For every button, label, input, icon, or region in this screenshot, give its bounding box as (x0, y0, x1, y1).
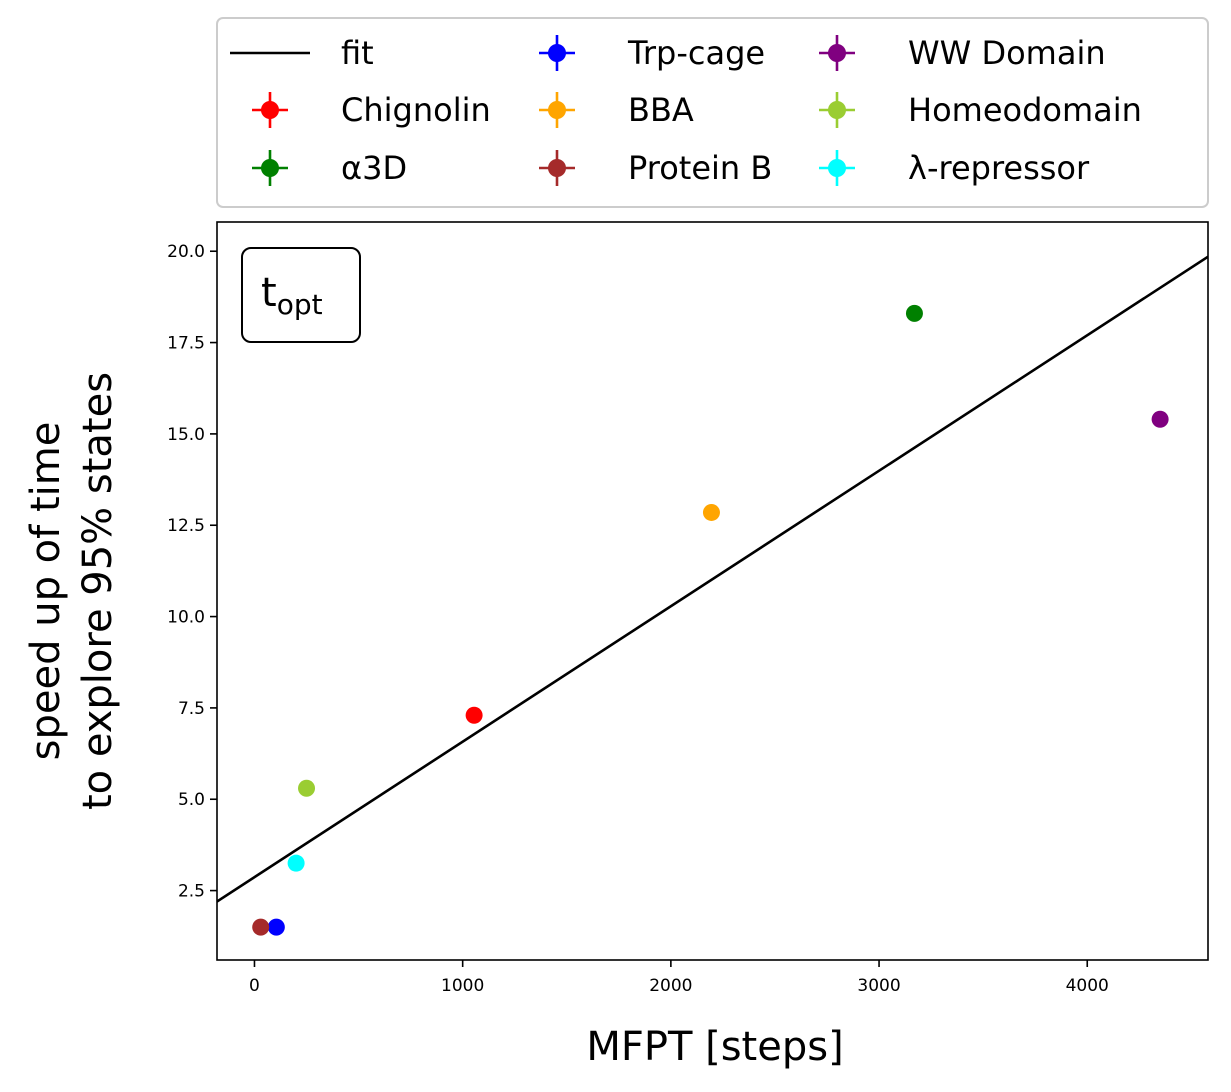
x-tick-label: 1000 (441, 976, 484, 996)
data-point (702, 503, 720, 521)
legend-frame (216, 17, 1209, 208)
x-tick-label: 3000 (857, 976, 900, 996)
y-tick-label: 17.5 (167, 334, 205, 354)
data-point (252, 918, 270, 936)
y-tick-label: 20.0 (167, 242, 205, 262)
y-tick-label: 12.5 (167, 516, 205, 536)
fit-line (217, 255, 1208, 903)
y-tick-label: 10.0 (167, 608, 205, 628)
legend-item: α3D (252, 149, 407, 187)
x-tick-label: 2000 (649, 976, 692, 996)
legend-label: Protein B (628, 149, 772, 187)
legend-item: fit (230, 34, 374, 72)
y-tick-label: 5.0 (178, 790, 205, 810)
legend-label: BBA (628, 91, 694, 129)
annotation-frame (241, 247, 361, 343)
x-axis: 0 1000 2000 3000 4000 (249, 960, 1109, 996)
legend-item: λ-repressor (819, 149, 1090, 187)
x-tick-label: 4000 (1066, 976, 1109, 996)
y-axis-label: speed up of time to explore 95% states (23, 372, 121, 810)
legend-label: Homeodomain (908, 91, 1142, 129)
legend-label: α3D (341, 149, 407, 187)
legend-label: WW Domain (908, 34, 1106, 72)
legend-marker-icon (261, 159, 279, 177)
y-axis-label-line-1: speed up of time (23, 422, 69, 761)
legend-label: λ-repressor (908, 149, 1090, 187)
legend-item: Protein B (539, 149, 772, 187)
plot-frame (216, 221, 1209, 961)
data-point (905, 304, 923, 322)
x-axis-label: MFPT [steps] (586, 1024, 843, 1070)
legend-marker-icon (828, 44, 846, 62)
data-point (267, 918, 285, 936)
legend-marker-icon (828, 101, 846, 119)
legend-item: WW Domain (819, 34, 1106, 72)
legend-item: BBA (539, 91, 694, 129)
y-tick-label: 2.5 (178, 882, 205, 902)
x-tick-label: 0 (249, 976, 260, 996)
legend-label: fit (341, 34, 374, 72)
annotation-label: topt (261, 270, 323, 321)
plot-area: 0 1000 2000 3000 4000 2.5 5.0 7.5 10.0 12.5 15.0 1… (167, 221, 1209, 996)
legend-marker-icon (828, 159, 846, 177)
y-axis: 2.5 5.0 7.5 10.0 12.5 15.0 17.5 20.0 (167, 242, 217, 902)
data-point (287, 854, 305, 872)
legend: fit Chignolin α3D Trp-cage BBA Protein B WW Do… (216, 17, 1209, 208)
y-tick-label: 7.5 (178, 699, 205, 719)
legend-item: Chignolin (252, 91, 491, 129)
legend-item: Trp-cage (539, 34, 765, 72)
legend-marker-icon (548, 44, 566, 62)
legend-marker-icon (548, 159, 566, 177)
data-point (465, 706, 483, 724)
legend-label: Chignolin (341, 91, 491, 129)
y-tick-label: 15.0 (167, 425, 205, 445)
legend-marker-icon (548, 101, 566, 119)
data-point (1151, 410, 1169, 428)
annotation-box: topt (241, 247, 361, 343)
data-point (298, 779, 316, 797)
y-axis-label-line-2: to explore 95% states (75, 372, 121, 810)
legend-marker-icon (261, 101, 279, 119)
legend-item: Homeodomain (819, 91, 1142, 129)
legend-label: Trp-cage (627, 34, 765, 72)
